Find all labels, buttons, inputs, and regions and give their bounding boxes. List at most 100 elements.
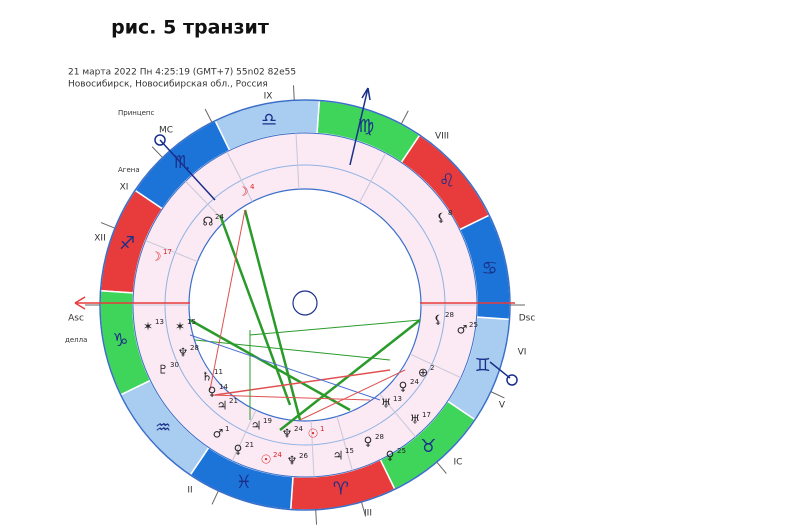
house-label: VIII — [435, 132, 449, 142]
house-label: XI — [120, 183, 129, 193]
planet-degree: 17 — [422, 411, 431, 419]
planet-glyph: ♅ — [410, 413, 421, 427]
planet-degree: 25 — [397, 447, 406, 455]
house-label: Asc — [68, 314, 84, 324]
planet-glyph: ♃ — [333, 449, 344, 463]
planet-degree: 21 — [245, 441, 254, 449]
mc-axis — [159, 139, 216, 201]
aspect-line — [299, 369, 406, 421]
planet-glyph: ♆ — [282, 427, 293, 441]
planet-glyph: ♀ — [364, 435, 373, 449]
sign-glyph: ♑ — [112, 330, 128, 351]
house-tick — [400, 110, 409, 125]
planet-glyph: ☉ — [308, 427, 319, 441]
planet-degree: 28 — [190, 344, 199, 352]
house-label: XII — [94, 234, 105, 244]
house-cusp — [379, 393, 416, 438]
header-line: Новосибирск, Новосибирская обл., Россия — [68, 80, 268, 90]
wheel: ♈♉♊♋♌♍♎♏♐♑♒♓IXVIIIDscVIVICIIIIIAscXIIXIM… — [65, 85, 536, 525]
sign-glyph: ♐ — [119, 233, 135, 254]
planet-glyph: ☽ — [238, 185, 249, 199]
planet-degree: 24 — [215, 213, 224, 221]
planet-glyph: ♅ — [381, 397, 392, 411]
house-label: III — [364, 509, 372, 519]
ic-axis — [489, 361, 511, 379]
planet-degree: 13 — [393, 395, 402, 403]
house-cusp — [310, 420, 315, 477]
sign-glyph: ♍ — [358, 116, 374, 137]
planet-glyph: ♂ — [213, 427, 224, 441]
planet-degree: 2 — [430, 364, 434, 372]
planet-glyph: ♆ — [287, 454, 298, 468]
planet-glyph: ♄ — [202, 370, 213, 384]
planet-glyph: ♀ — [234, 443, 243, 457]
planet-degree: 11 — [214, 368, 223, 376]
planet-degree: 28 — [375, 433, 384, 441]
planet-degree: 4 — [250, 183, 255, 191]
planet-degree: 8 — [448, 209, 452, 217]
planet-degree: 24 — [410, 378, 419, 386]
planet-glyph: ☽ — [151, 250, 162, 264]
planet-degree: 24 — [273, 451, 282, 459]
house-tick — [315, 509, 318, 525]
aspect-line — [218, 214, 292, 406]
planet-glyph: ☉ — [261, 453, 272, 467]
planet-glyph: ♇ — [158, 363, 169, 377]
planet-degree: 1 — [225, 425, 229, 433]
house-cusp — [409, 353, 462, 379]
house-tick — [211, 490, 219, 505]
star-label: Агена — [118, 166, 140, 174]
planet-glyph: ♀ — [386, 449, 395, 463]
planet-glyph: ♃ — [251, 419, 262, 433]
planet-degree: 25 — [469, 321, 478, 329]
sign-glyph: ♎ — [261, 109, 277, 130]
aspect-line — [189, 334, 381, 401]
sign-glyph: ♉ — [420, 436, 436, 457]
sign-glyph: ♊ — [475, 355, 491, 376]
sign-glyph: ♈ — [333, 479, 349, 500]
house-cusp — [336, 416, 353, 471]
house-cusp — [231, 409, 257, 462]
sign-glyph: ♒ — [155, 417, 171, 438]
house-cusp — [185, 180, 225, 222]
planet-degree: 13 — [155, 318, 164, 326]
transit-axis — [349, 87, 369, 166]
planet-glyph: ♀ — [208, 385, 217, 399]
planet-glyph: ✶ — [143, 320, 153, 334]
house-cusp — [295, 133, 300, 190]
planet-degree: 28 — [445, 311, 454, 319]
planet-degree: 30 — [170, 361, 179, 369]
aspect-line — [209, 209, 246, 391]
ic-knob — [506, 374, 518, 386]
house-cusp — [226, 151, 253, 202]
planet-degree: 24 — [294, 425, 303, 433]
house-label: VI — [518, 348, 527, 358]
sign-glyph: ♓ — [236, 472, 252, 493]
house-tick — [100, 222, 116, 229]
house-label: II — [187, 486, 192, 496]
house-label: Dsc — [519, 314, 536, 324]
house-cusp — [145, 240, 198, 263]
house-tick — [151, 146, 163, 158]
house-label: V — [499, 401, 506, 411]
house-tick — [204, 108, 213, 123]
house-tick — [292, 85, 295, 101]
planet-glyph: ♀ — [399, 380, 408, 394]
planet-degree: 26 — [299, 452, 308, 460]
planet-degree: 17 — [163, 248, 172, 256]
asc-arrow — [74, 296, 86, 310]
planet-degree: 19 — [263, 417, 272, 425]
transit-arrow — [361, 87, 371, 101]
planet-glyph: ♆ — [178, 346, 189, 360]
planet-degree: 21 — [229, 397, 238, 405]
planet-glyph: ☊ — [203, 215, 214, 229]
aspect-line — [214, 369, 391, 396]
star-label: Принцепс — [118, 109, 154, 117]
planet-degree: 15 — [187, 318, 196, 326]
planet-degree: 15 — [345, 447, 354, 455]
planet-glyph: ♂ — [457, 323, 468, 337]
center-circle — [292, 290, 318, 316]
planet-glyph: ♃ — [217, 399, 228, 413]
house-label: IX — [264, 92, 273, 102]
planet-glyph: ✶ — [175, 320, 185, 334]
